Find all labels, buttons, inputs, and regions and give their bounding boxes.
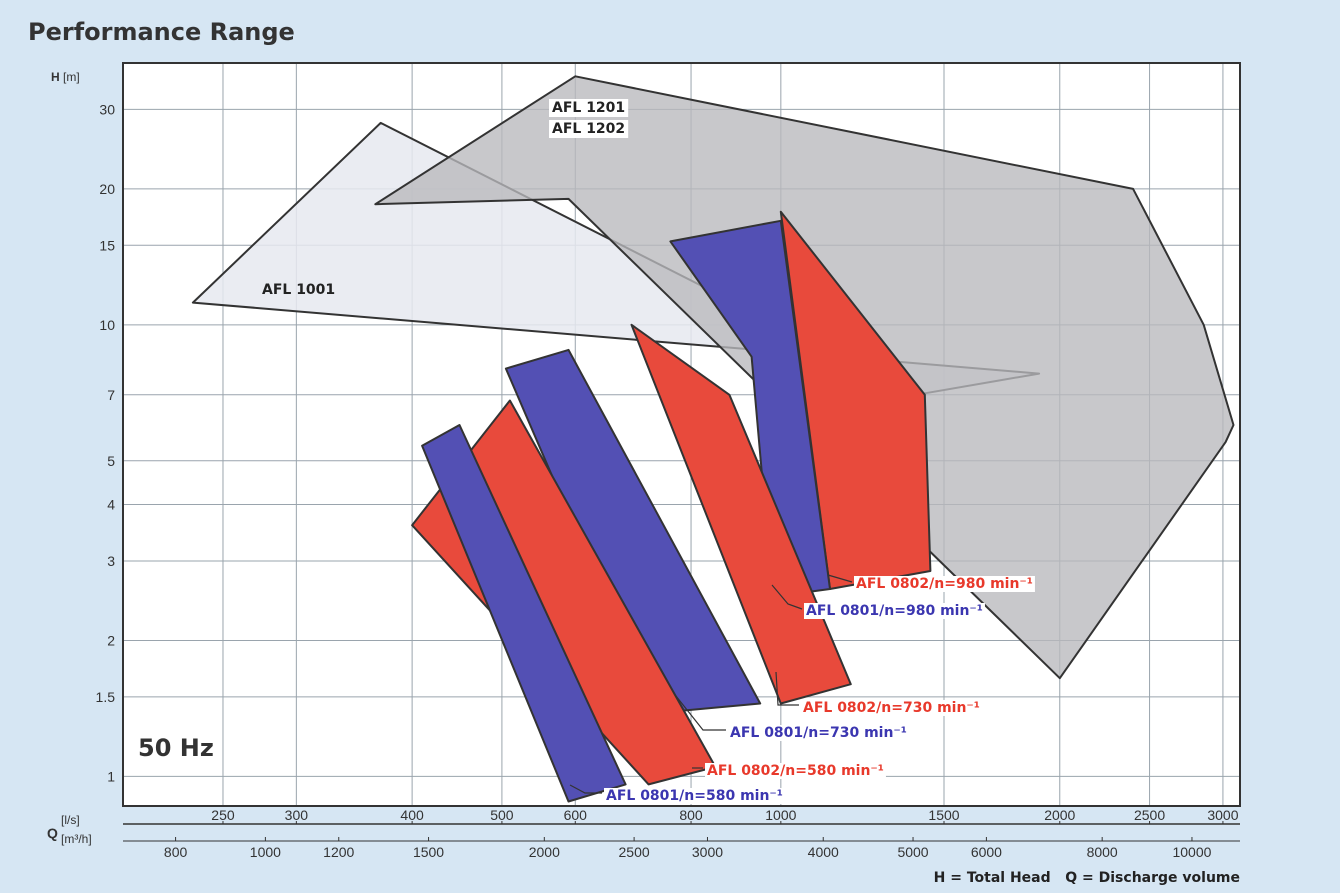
y-tick-label: 5 — [107, 453, 115, 469]
y-tick-label: 7 — [107, 387, 115, 403]
y-tick-label: 4 — [107, 497, 115, 513]
x-tick-label-m3h: 10000 — [1172, 844, 1211, 860]
x-tick-label-m3h: 5000 — [897, 844, 928, 860]
callout-bg — [705, 763, 886, 779]
y-tick-label: 10 — [99, 317, 115, 333]
callout-label: AFL 0801/n=980 min⁻¹ — [806, 603, 983, 619]
x-tick-label-m3h: 800 — [164, 844, 188, 860]
y-tick-label: 1 — [107, 768, 115, 784]
x-tick-label-m3h: 3000 — [692, 844, 723, 860]
x-tick-label-ls: 250 — [211, 807, 235, 823]
plot-frame — [122, 62, 1241, 807]
callout-label: AFL 0802/n=730 min⁻¹ — [803, 700, 980, 716]
callout-bg — [728, 725, 909, 741]
x-tick-label-m3h: 8000 — [1087, 844, 1118, 860]
callout-label: AFL 0802/n=980 min⁻¹ — [856, 576, 1033, 592]
y-tick-label: 2 — [107, 632, 115, 648]
callout-leader — [775, 671, 799, 706]
region-label-bg — [549, 99, 629, 117]
callout-bg — [804, 603, 985, 619]
x-tick-label-ls: 400 — [400, 807, 424, 823]
x-tick-label-m3h: 1200 — [323, 844, 354, 860]
x-axis-unit-m3h: [m³/h] — [61, 832, 92, 846]
x-tick-label-ls: 300 — [285, 807, 309, 823]
callout-label: AFL 0801/n=730 min⁻¹ — [730, 725, 907, 741]
x-tick-label-m3h: 1500 — [413, 844, 444, 860]
callout-leader — [675, 695, 726, 731]
x-tick-label-ls: 1500 — [928, 807, 959, 823]
y-axis-label: H [m] — [51, 70, 80, 84]
x-tick-label-m3h: 1000 — [250, 844, 281, 860]
x-tick-label-ls: 3000 — [1207, 807, 1238, 823]
x-axis-label: Q — [47, 825, 58, 841]
x-axis-unit-ls: [l/s] — [61, 813, 80, 827]
region-label: AFL 1202 — [552, 121, 625, 137]
callout-bg — [604, 788, 785, 804]
performance-region-7 — [421, 424, 627, 803]
x-tick-label-ls: 600 — [564, 807, 588, 823]
y-tick-label: 30 — [99, 101, 115, 117]
frequency-label: 50 Hz — [138, 734, 214, 762]
performance-region-4 — [630, 323, 852, 705]
chart-title: Performance Range — [28, 18, 295, 46]
callout-leader — [771, 584, 803, 610]
x-tick-label-ls: 2000 — [1044, 807, 1075, 823]
callout-label: AFL 0802/n=580 min⁻¹ — [707, 763, 884, 779]
callout-label: AFL 0801/n=580 min⁻¹ — [606, 788, 783, 804]
callout-bg — [801, 700, 982, 716]
y-tick-label: 20 — [99, 181, 115, 197]
y-tick-label: 15 — [99, 237, 115, 253]
footer-legend: H = Total Head Q = Discharge volume — [934, 870, 1240, 886]
x-tick-label-m3h: 4000 — [808, 844, 839, 860]
region-label: AFL 1201 — [552, 100, 625, 116]
x-tick-label-ls: 800 — [679, 807, 703, 823]
region-label: AFL 1001 — [262, 282, 335, 298]
x-tick-label-m3h: 2500 — [619, 844, 650, 860]
x-tick-label-m3h: 2000 — [529, 844, 560, 860]
x-tick-label-ls: 500 — [490, 807, 514, 823]
x-tick-label-ls: 2500 — [1134, 807, 1165, 823]
callout-leader — [569, 784, 602, 794]
y-tick-label: 3 — [107, 553, 115, 569]
y-tick-label: 1.5 — [96, 689, 116, 705]
callout-leader — [827, 574, 853, 583]
x-tick-label-m3h: 6000 — [971, 844, 1002, 860]
x-tick-label-ls: 1000 — [765, 807, 796, 823]
callout-bg — [854, 576, 1035, 592]
region-label-bg — [549, 120, 629, 138]
